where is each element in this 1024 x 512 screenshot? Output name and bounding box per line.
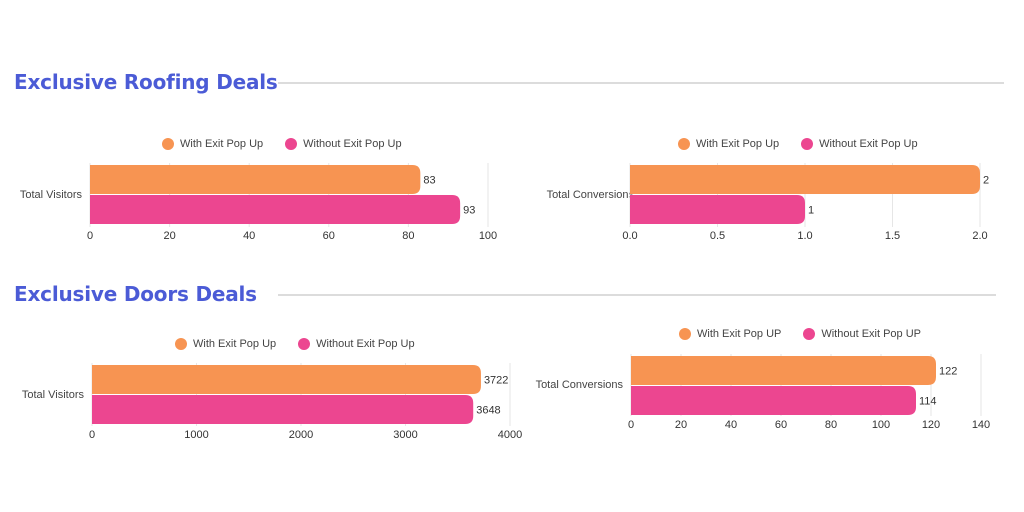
- chart-roofing-visitors: With Exit Pop Up Without Exit Pop Up Tot…: [0, 130, 512, 260]
- data-label: 93: [463, 205, 475, 217]
- bar-with: [90, 165, 421, 194]
- data-label: 83: [423, 175, 435, 187]
- x-tick-label: 1000: [184, 429, 208, 441]
- legend-label-with: With Exit Pop Up: [193, 338, 277, 350]
- data-label: 3648: [476, 405, 500, 417]
- x-tick-label: 100: [872, 419, 890, 431]
- chart-doors-visitors: With Exit Pop Up Without Exit Pop Up Tot…: [0, 330, 522, 460]
- legend-label-without: Without Exit Pop Up: [316, 338, 415, 350]
- legend-item-with[interactable]: With Exit Pop UP: [679, 328, 781, 340]
- legend-swatch-with: [679, 328, 691, 340]
- bar-with: [631, 356, 936, 385]
- legend-swatch-with: [678, 138, 690, 150]
- data-label: 2: [983, 175, 989, 187]
- legend-item-without[interactable]: Without Exit Pop Up: [801, 138, 918, 150]
- x-tick-label: 1.0: [797, 230, 812, 242]
- legend-label-without: Without Exit Pop UP: [821, 328, 922, 340]
- legend-swatch-without: [298, 338, 311, 350]
- x-tick-label: 20: [163, 230, 175, 242]
- x-tick-label: 60: [323, 230, 335, 242]
- x-tick-label: 120: [922, 419, 940, 431]
- x-tick-label: 100: [479, 230, 497, 242]
- legend-swatch-without: [803, 328, 816, 340]
- chart-plot: 2 1 0.0 0.5 1.0 1.5 2.0: [622, 163, 989, 242]
- category-label: Total Visitors: [21, 389, 84, 401]
- x-tick-label: 2.0: [972, 230, 987, 242]
- section-title-doors: Exclusive Doors Deals: [14, 282, 257, 306]
- legend-item-without[interactable]: Without Exit Pop Up: [285, 138, 402, 150]
- x-tick-label: 80: [825, 419, 837, 431]
- legend-swatch-without: [285, 138, 298, 150]
- data-label: 122: [939, 366, 957, 378]
- legend-label-without: Without Exit Pop Up: [303, 138, 402, 150]
- legend: With Exit Pop UP Without Exit Pop UP: [679, 328, 921, 340]
- legend-item-with[interactable]: With Exit Pop Up: [175, 338, 276, 350]
- x-tick-label: 80: [402, 230, 414, 242]
- chart-plot: 122 114 0 20 40 60 80 100 120 140: [628, 354, 990, 431]
- legend: With Exit Pop Up Without Exit Pop Up: [678, 138, 918, 150]
- x-tick-label: 20: [675, 419, 687, 431]
- category-label: Total Visitors: [19, 189, 82, 201]
- x-tick-label: 60: [775, 419, 787, 431]
- section-divider-doors: [278, 294, 996, 296]
- legend-item-with[interactable]: With Exit Pop Up: [162, 138, 263, 150]
- legend-item-with[interactable]: With Exit Pop Up: [678, 138, 779, 150]
- category-label: Total Conversions: [546, 189, 634, 201]
- bar-with: [630, 165, 980, 194]
- data-label: 3722: [484, 375, 508, 387]
- x-tick-label: 0: [628, 419, 634, 431]
- x-tick-label: 0: [87, 230, 93, 242]
- bar-without: [631, 386, 916, 415]
- legend-label-with: With Exit Pop UP: [697, 328, 782, 340]
- section-divider-roofing: [278, 82, 1004, 84]
- data-label: 114: [919, 396, 937, 408]
- legend-swatch-with: [162, 138, 174, 150]
- legend-label-with: With Exit Pop Up: [696, 138, 780, 150]
- x-tick-label: 0.0: [622, 230, 637, 242]
- x-tick-label: 3000: [393, 429, 417, 441]
- bar-with: [92, 365, 481, 394]
- legend-label-without: Without Exit Pop Up: [819, 138, 918, 150]
- legend: With Exit Pop Up Without Exit Pop Up: [175, 338, 415, 350]
- x-tick-label: 40: [725, 419, 737, 431]
- legend-item-without[interactable]: Without Exit Pop UP: [803, 328, 921, 340]
- chart-plot: 83 93 0 20 40 60 80 100: [87, 163, 497, 242]
- data-label: 1: [808, 205, 814, 217]
- section-title-roofing: Exclusive Roofing Deals: [14, 70, 278, 94]
- chart-doors-conversions: With Exit Pop UP Without Exit Pop UP Tot…: [512, 320, 1024, 450]
- legend: With Exit Pop Up Without Exit Pop Up: [162, 138, 402, 150]
- x-tick-label: 4000: [498, 429, 522, 441]
- legend-swatch-with: [175, 338, 187, 350]
- x-tick-label: 1.5: [885, 230, 900, 242]
- chart-roofing-conversions: With Exit Pop Up Without Exit Pop Up Tot…: [512, 130, 1024, 260]
- x-tick-label: 0.5: [710, 230, 725, 242]
- legend-label-with: With Exit Pop Up: [180, 138, 264, 150]
- legend-swatch-without: [801, 138, 814, 150]
- bar-without: [90, 195, 461, 224]
- bar-without: [92, 395, 474, 424]
- x-tick-label: 140: [972, 419, 990, 431]
- legend-item-without[interactable]: Without Exit Pop Up: [298, 338, 415, 350]
- x-tick-label: 0: [89, 429, 95, 441]
- category-label: Total Conversions: [535, 379, 623, 391]
- chart-plot: 3722 3648 0 1000 2000 3000 4000: [89, 363, 522, 441]
- x-tick-label: 2000: [289, 429, 313, 441]
- x-tick-label: 40: [243, 230, 255, 242]
- bar-without: [630, 195, 805, 224]
